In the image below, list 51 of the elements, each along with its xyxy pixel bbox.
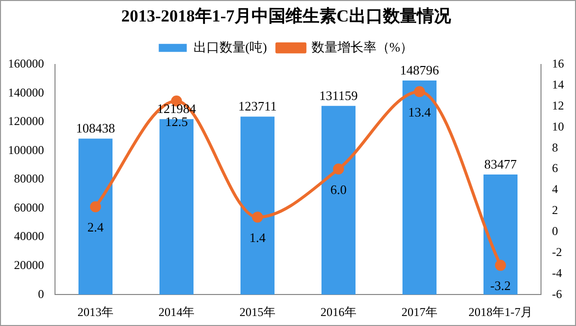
y-tick-label: 60000: [14, 200, 44, 214]
point: [90, 201, 101, 212]
data-label: 83477: [484, 156, 518, 172]
y-tick-label: 40000: [14, 229, 44, 244]
y2-tick-label: -2: [552, 244, 562, 259]
data-label: 148796: [400, 62, 440, 78]
y2-tick-label: 8: [552, 140, 558, 154]
y2-tick-label: 10: [552, 119, 564, 134]
y-tick-label: 160000: [8, 56, 44, 71]
x-tick-label: 2016年: [320, 304, 356, 319]
x-tick-label: 2017年: [402, 304, 438, 319]
data-label: 108438: [76, 120, 115, 136]
y-tick-label: 0: [38, 286, 44, 301]
y2-tick-label: 16: [552, 56, 564, 71]
y-tick-label: 80000: [14, 172, 44, 186]
bar: [159, 119, 194, 295]
chart-title: 2013-2018年1-7月中国维生素C出口数量情况: [121, 6, 452, 26]
data-label: 2.4: [87, 220, 104, 235]
y-tick-label: 100000: [8, 142, 44, 157]
data-label: 6.0: [330, 182, 347, 197]
y-tick-label: 120000: [8, 114, 44, 128]
x-tick-label: 2014年: [158, 304, 194, 319]
point: [414, 86, 425, 98]
y2-tick-label: 4: [552, 182, 558, 196]
y2-tick-label: 14: [552, 77, 564, 92]
x-tick-label: 2015年: [240, 304, 276, 319]
legend-label: 数量增长率（%）: [311, 39, 414, 54]
data-label: 123711: [238, 98, 277, 114]
y2-tick-label: 2: [552, 203, 558, 218]
y2-tick-label: 6: [552, 161, 558, 176]
y2-tick-label: -6: [552, 286, 562, 301]
y2-tick-label: 0: [552, 224, 558, 238]
bar: [402, 80, 437, 295]
bar: [240, 116, 275, 295]
y2-tick-label: 12: [552, 98, 564, 112]
bar: [483, 174, 518, 295]
data-label: -3.2: [490, 278, 511, 294]
bar: [321, 106, 356, 295]
y-tick-label: 20000: [14, 258, 44, 272]
y-tick-label: 140000: [8, 85, 44, 100]
data-label: 131159: [319, 88, 358, 103]
data-label: 1.4: [249, 230, 266, 246]
point: [495, 260, 506, 271]
point: [252, 212, 263, 223]
point: [333, 164, 344, 175]
legend-label: 出口数量(吨): [193, 39, 267, 54]
bar: [78, 138, 113, 295]
data-label: 13.4: [408, 104, 432, 120]
x-tick-label: 2018年1-7月: [468, 304, 532, 319]
x-tick-label: 2013年: [78, 304, 114, 319]
y2-tick-label: -4: [552, 266, 562, 280]
